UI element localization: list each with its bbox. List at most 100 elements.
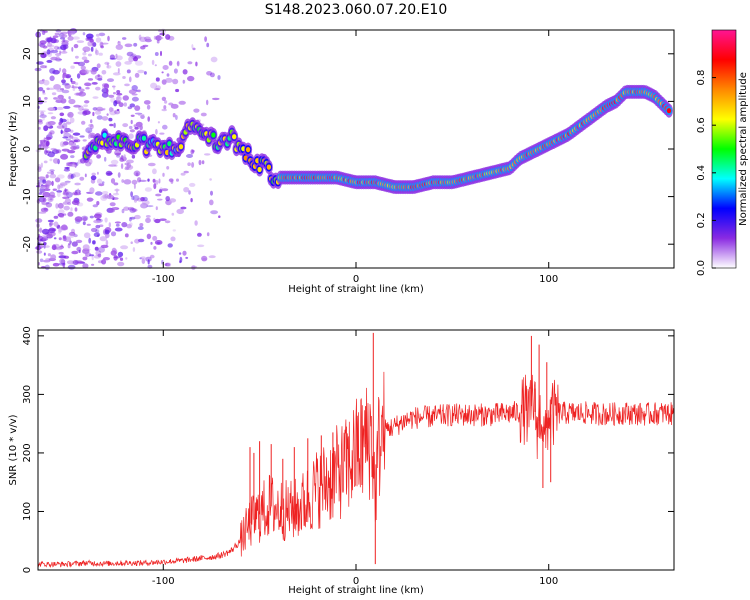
noise-speckle: [41, 228, 50, 235]
noise-speckle: [176, 60, 180, 67]
noise-speckle: [60, 118, 67, 123]
noise-speckle: [56, 89, 63, 93]
noise-speckle: [46, 123, 54, 126]
noise-speckle: [58, 184, 63, 189]
noise-speckle: [68, 96, 71, 100]
noise-speckle: [47, 42, 53, 47]
noise-speckle: [56, 190, 63, 193]
noise-speckle: [89, 254, 95, 257]
noise-speckle: [42, 146, 50, 149]
noise-speckle: [106, 113, 109, 116]
noise-speckle: [42, 234, 50, 237]
noise-speckle: [154, 52, 159, 56]
y-tick-label: 300: [22, 385, 33, 404]
noise-speckle: [87, 198, 94, 201]
noise-speckle: [124, 61, 132, 65]
noise-speckle: [72, 172, 81, 178]
noise-speckle: [164, 100, 168, 104]
noise-speckle: [198, 159, 202, 166]
noise-speckle: [47, 107, 56, 111]
noise-speckle: [101, 181, 105, 184]
heatmap-marks: [34, 28, 673, 270]
noise-speckle: [83, 232, 91, 239]
noise-speckle: [100, 195, 108, 201]
noise-speckle: [156, 242, 161, 244]
noise-speckle: [43, 207, 48, 211]
noise-speckle: [59, 258, 65, 264]
noise-speckle: [36, 250, 43, 254]
noise-speckle: [96, 115, 103, 120]
noise-speckle: [173, 68, 178, 74]
noise-speckle: [49, 130, 55, 135]
noise-speckle: [49, 169, 55, 172]
noise-speckle: [51, 244, 57, 251]
noise-speckle: [83, 59, 90, 64]
noise-speckle: [154, 218, 161, 224]
noise-speckle: [133, 198, 138, 203]
noise-speckle: [123, 206, 130, 211]
noise-speckle: [190, 198, 193, 203]
noise-speckle: [134, 238, 140, 244]
noise-speckle: [131, 85, 138, 91]
x-tick-label: -100: [152, 274, 175, 285]
noise-speckle: [68, 29, 76, 36]
noise-speckle: [137, 238, 145, 243]
noise-speckle: [42, 197, 47, 203]
noise-speckle: [40, 65, 47, 69]
noise-speckle: [47, 112, 54, 115]
snr-marks: [37, 332, 675, 569]
noise-speckle: [115, 61, 122, 67]
noise-speckle: [154, 180, 159, 185]
ridge-core: [666, 108, 672, 114]
noise-speckle: [108, 164, 117, 167]
noise-speckle: [41, 202, 49, 206]
noise-speckle: [157, 198, 163, 201]
noise-speckle: [197, 232, 202, 237]
noise-speckle: [106, 88, 109, 95]
noise-speckle: [135, 172, 139, 177]
noise-speckle: [72, 136, 79, 141]
noise-speckle: [71, 241, 78, 247]
noise-speckle: [69, 135, 74, 139]
noise-speckle: [108, 117, 113, 122]
noise-speckle: [101, 70, 107, 75]
noise-speckle: [50, 56, 58, 61]
noise-speckle: [64, 188, 67, 193]
colorbar-gradient: [711, 29, 737, 269]
noise-speckle: [95, 191, 103, 196]
noise-speckle: [71, 47, 74, 52]
noise-speckle: [74, 82, 79, 86]
noise-speckle: [52, 69, 60, 75]
noise-speckle: [47, 37, 53, 43]
noise-speckle: [139, 124, 143, 131]
y-tick-label: 200: [22, 443, 33, 462]
noise-speckle: [38, 126, 41, 130]
noise-speckle: [115, 95, 122, 102]
noise-speckle: [41, 141, 46, 147]
x-tick-label: -100: [152, 576, 175, 587]
noise-speckle: [136, 197, 145, 202]
noise-speckle: [110, 231, 117, 237]
noise-speckle: [108, 94, 115, 98]
noise-speckle: [90, 46, 94, 52]
noise-speckle: [128, 125, 133, 130]
noise-speckle: [187, 61, 193, 65]
spectrogram-x-ticks: -100 0 100: [152, 30, 558, 285]
noise-speckle: [126, 224, 132, 229]
noise-speckle: [197, 244, 205, 248]
noise-speckle: [143, 100, 151, 105]
noise-speckle: [61, 34, 68, 38]
noise-speckle: [43, 125, 49, 132]
snr-series-line: [37, 371, 675, 569]
colorbar-tick-label: 0.2: [696, 212, 707, 228]
noise-speckle: [115, 44, 124, 50]
noise-speckle: [154, 64, 157, 67]
noise-speckle: [59, 67, 62, 72]
noise-speckle: [117, 41, 122, 46]
noise-speckle: [61, 79, 66, 84]
noise-speckle: [47, 151, 56, 158]
noise-speckle: [71, 86, 79, 89]
noise-speckle: [82, 244, 90, 251]
noise-speckle: [87, 78, 94, 81]
noise-speckle: [130, 119, 133, 125]
